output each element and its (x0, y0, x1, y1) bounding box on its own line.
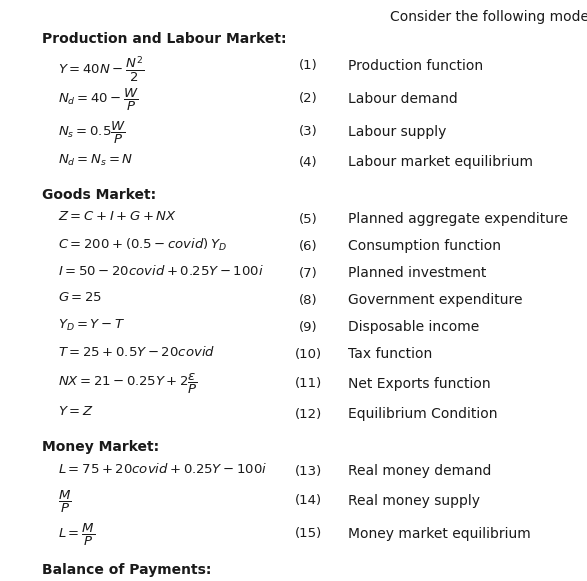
Text: (3): (3) (299, 125, 318, 138)
Text: Labour supply: Labour supply (348, 124, 446, 138)
Text: (11): (11) (294, 377, 322, 390)
Text: (2): (2) (299, 92, 318, 105)
Text: (8): (8) (299, 294, 318, 307)
Text: (7): (7) (299, 267, 318, 280)
Text: (15): (15) (294, 527, 322, 540)
Text: Balance of Payments:: Balance of Payments: (42, 563, 211, 577)
Text: $Z = C + I + G + NX$: $Z = C + I + G + NX$ (58, 210, 177, 223)
Text: $G = 25$: $G = 25$ (58, 291, 102, 304)
Text: Planned investment: Planned investment (348, 267, 487, 281)
Text: $\dfrac{M}{P}$: $\dfrac{M}{P}$ (58, 489, 72, 515)
Text: $T = 25 + 0.5Y - 20covid$: $T = 25 + 0.5Y - 20covid$ (58, 345, 215, 359)
Text: Consumption function: Consumption function (348, 239, 501, 253)
Text: $N_d = 40 - \dfrac{W}{P}$: $N_d = 40 - \dfrac{W}{P}$ (58, 87, 139, 113)
Text: $N_s = 0.5\dfrac{W}{P}$: $N_s = 0.5\dfrac{W}{P}$ (58, 120, 126, 146)
Text: Money Market:: Money Market: (42, 440, 159, 454)
Text: (10): (10) (295, 348, 322, 361)
Text: $N_d = N_s = N$: $N_d = N_s = N$ (58, 153, 133, 168)
Text: (9): (9) (299, 321, 318, 334)
Text: (6): (6) (299, 240, 318, 253)
Text: $L = \dfrac{M}{P}$: $L = \dfrac{M}{P}$ (58, 522, 95, 548)
Text: $I = 50 - 20covid + 0.25Y - 100i$: $I = 50 - 20covid + 0.25Y - 100i$ (58, 264, 264, 278)
Text: (14): (14) (295, 494, 322, 507)
Text: $L = 75 + 20covid + 0.25Y - 100i$: $L = 75 + 20covid + 0.25Y - 100i$ (58, 462, 267, 476)
Text: (1): (1) (299, 59, 318, 72)
Text: Government expenditure: Government expenditure (348, 293, 522, 307)
Text: (4): (4) (299, 156, 318, 169)
Text: (12): (12) (294, 408, 322, 421)
Text: Consider the following model of a small open economy:: Consider the following model of a small … (390, 10, 587, 24)
Text: $C = 200 + (0.5 - covid)\,Y_D$: $C = 200 + (0.5 - covid)\,Y_D$ (58, 237, 227, 253)
Text: Goods Market:: Goods Market: (42, 188, 156, 202)
Text: Tax function: Tax function (348, 347, 432, 361)
Text: (5): (5) (299, 213, 318, 226)
Text: $Y = 40N - \dfrac{N^2}{2}$: $Y = 40N - \dfrac{N^2}{2}$ (58, 54, 144, 84)
Text: Production and Labour Market:: Production and Labour Market: (42, 32, 286, 46)
Text: Real money demand: Real money demand (348, 464, 491, 478)
Text: Real money supply: Real money supply (348, 493, 480, 508)
Text: Labour market equilibrium: Labour market equilibrium (348, 156, 533, 170)
Text: Money market equilibrium: Money market equilibrium (348, 526, 531, 540)
Text: $Y_D = Y - T$: $Y_D = Y - T$ (58, 318, 125, 333)
Text: Labour demand: Labour demand (348, 92, 458, 106)
Text: Equilibrium Condition: Equilibrium Condition (348, 407, 498, 421)
Text: Planned aggregate expenditure: Planned aggregate expenditure (348, 213, 568, 227)
Text: $Y = Z$: $Y = Z$ (58, 405, 94, 418)
Text: $NX = 21 - 0.25Y + 2\dfrac{\varepsilon}{P}$: $NX = 21 - 0.25Y + 2\dfrac{\varepsilon}{… (58, 372, 198, 396)
Text: Disposable income: Disposable income (348, 321, 479, 335)
Text: Net Exports function: Net Exports function (348, 376, 491, 390)
Text: (13): (13) (294, 465, 322, 478)
Text: Production function: Production function (348, 59, 483, 73)
